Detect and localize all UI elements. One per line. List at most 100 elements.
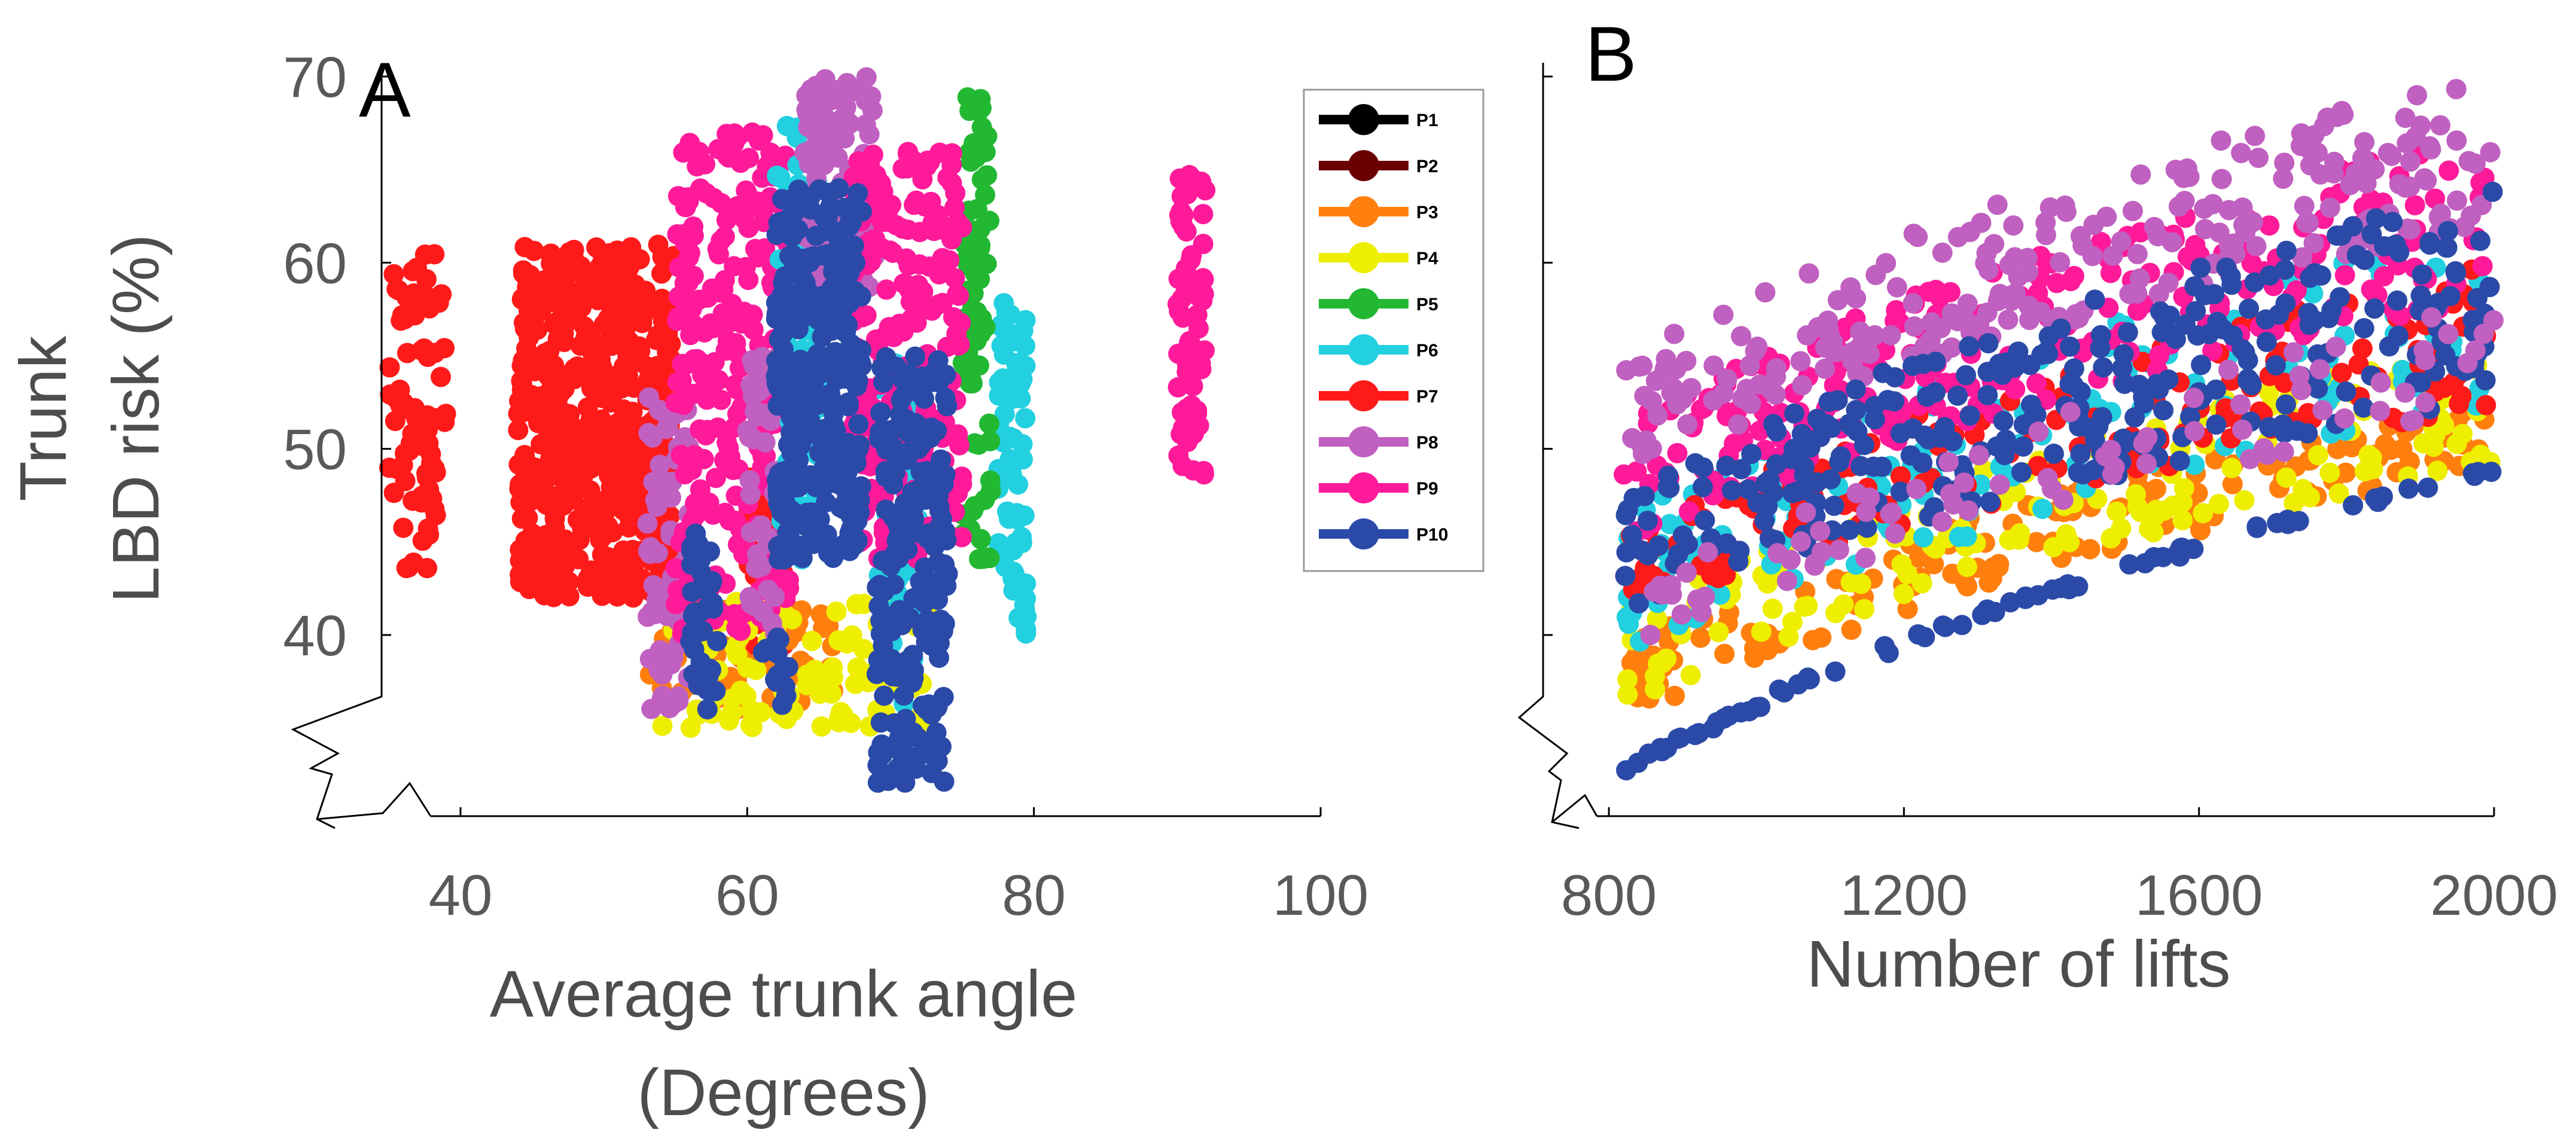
panel-b-point-p10 bbox=[1839, 520, 1860, 541]
panel-b-point-p8 bbox=[2245, 126, 2266, 146]
panel-b-point-p4 bbox=[2143, 522, 2164, 543]
panel-a-point-p8 bbox=[653, 686, 673, 707]
panel-a-point-p10 bbox=[867, 772, 888, 793]
panel-b-point-p8 bbox=[1932, 242, 1953, 263]
panel-b-point-p7 bbox=[2331, 362, 2352, 383]
panel-a-y-tick-label: 40 bbox=[283, 604, 347, 668]
panel-a-point-p10 bbox=[782, 307, 803, 328]
panel-b-point-p8 bbox=[1717, 368, 1737, 389]
legend-marker-p8 bbox=[1348, 426, 1379, 457]
panel-b-point-p10 bbox=[2310, 265, 2331, 286]
panel-a-point-p4 bbox=[652, 715, 673, 736]
panel-b-point-p10 bbox=[2266, 355, 2286, 376]
panel-b-point-p8 bbox=[2184, 421, 2205, 442]
panel-a-point-p9 bbox=[880, 240, 900, 261]
panel-b-point-p10 bbox=[1959, 336, 1980, 357]
panel-b-point-p8 bbox=[1629, 356, 1650, 377]
panel-a-point-p5 bbox=[963, 500, 984, 521]
panel-b-point-p10 bbox=[2353, 397, 2374, 418]
panel-b-point-p10 bbox=[1794, 465, 1815, 486]
panel-b-point-p8 bbox=[2290, 135, 2311, 156]
panel-b-point-p10 bbox=[1615, 505, 1636, 526]
panel-a-point-p10 bbox=[792, 540, 813, 561]
panel-a-point-p7 bbox=[543, 587, 564, 607]
panel-b-point-p4 bbox=[2208, 493, 2229, 514]
legend-items: P1 P2 P3 P4 P5 P6 P7 P8 P9 P10 bbox=[1319, 104, 1448, 549]
panel-b-point-p8 bbox=[1645, 371, 1666, 391]
panel-b-point-p8 bbox=[2438, 323, 2459, 344]
panel-b-point-p3 bbox=[1841, 619, 1862, 640]
panel-a-point-p10 bbox=[867, 755, 888, 775]
panel-a-ylabel-line1: Trunk bbox=[7, 335, 80, 501]
panel-a-point-p7 bbox=[615, 550, 636, 571]
panel-b-point-p4 bbox=[1854, 599, 1874, 619]
panel-b-point-p8 bbox=[1859, 487, 1880, 508]
panel-a-point-p6 bbox=[996, 302, 1017, 323]
panel-b-point-p10 bbox=[2133, 387, 2154, 407]
panel-a-point-p4 bbox=[782, 609, 803, 630]
panel-a-point-p10 bbox=[927, 696, 948, 717]
panel-a-y-tick-label: 70 bbox=[283, 45, 347, 109]
panel-a-point-p7 bbox=[592, 356, 612, 377]
panel-a-point-p6 bbox=[1015, 589, 1036, 610]
panel-a-point-p7 bbox=[608, 297, 629, 317]
panel-b-point-p8 bbox=[2230, 394, 2251, 415]
panel-a-point-p8 bbox=[806, 75, 827, 96]
legend-marker-p1 bbox=[1348, 104, 1379, 135]
panel-a-point-p10 bbox=[694, 573, 715, 594]
panel-a-point-p9 bbox=[669, 257, 690, 278]
panel-b-point-p10 bbox=[2467, 288, 2488, 309]
panel-b-point-p8 bbox=[2414, 168, 2435, 189]
panel-b-point-p3 bbox=[1626, 646, 1646, 667]
panel-b-point-p8 bbox=[1932, 511, 1953, 532]
panel-b-point-p10 bbox=[1996, 437, 2017, 458]
panel-a-point-p9 bbox=[865, 329, 886, 350]
panel-a-point-p6 bbox=[1007, 503, 1028, 524]
panel-a-point-p5 bbox=[979, 413, 999, 434]
panel-b-point-p10 bbox=[2153, 306, 2174, 327]
panel-a-point-p7 bbox=[511, 371, 532, 392]
panel-a-point-p9 bbox=[898, 142, 919, 163]
panel-a-point-p10 bbox=[830, 296, 850, 317]
panel-b-point-p10 bbox=[1706, 712, 1727, 732]
panel-a-point-p10 bbox=[685, 523, 706, 544]
panel-b-point-p8 bbox=[2211, 169, 2232, 190]
panel-a-point-p10 bbox=[693, 621, 714, 642]
panel-b-point-p10 bbox=[2276, 512, 2297, 533]
panel-b-point-p10 bbox=[1929, 428, 1950, 448]
panel-a-point-p10 bbox=[894, 493, 915, 514]
panel-b-point-p8 bbox=[1728, 414, 1749, 435]
panel-b-point-p8 bbox=[2294, 196, 2315, 216]
panel-a-point-p7 bbox=[657, 341, 678, 362]
panel-b-x-tick-label: 2000 bbox=[2430, 863, 2558, 927]
panel-a-point-p7 bbox=[417, 558, 438, 579]
panel-b-point-p8 bbox=[2257, 444, 2278, 465]
panel-a-point-p7 bbox=[593, 557, 614, 578]
panel-a-point-p8 bbox=[642, 427, 663, 448]
panel-a-point-p10 bbox=[820, 383, 841, 404]
panel-a-point-p10 bbox=[813, 478, 834, 498]
panel-a-point-p5 bbox=[964, 433, 985, 454]
panel-a-point-p8 bbox=[647, 496, 667, 517]
panel-b-letter: B bbox=[1585, 10, 1637, 97]
panel-a-point-p7 bbox=[406, 408, 426, 429]
panel-a-point-p10 bbox=[783, 245, 804, 265]
panel-b-point-p8 bbox=[1999, 255, 2020, 275]
panel-a-point-p9 bbox=[943, 307, 964, 328]
panel-b-point-p8 bbox=[2218, 359, 2239, 380]
panel-a-point-p10 bbox=[903, 645, 923, 665]
panel-a-point-p8 bbox=[668, 691, 689, 712]
panel-a-point-p10 bbox=[772, 694, 792, 715]
panel-a-point-p7 bbox=[533, 281, 554, 302]
legend-label-p6: P6 bbox=[1416, 341, 1438, 361]
legend-marker-p5 bbox=[1348, 288, 1379, 319]
panel-b-point-p8 bbox=[1790, 531, 1811, 552]
panel-a-y-ticks: 40 50 60 70 bbox=[283, 45, 391, 668]
panel-a-point-p9 bbox=[725, 374, 746, 395]
panel-a-point-p9 bbox=[1176, 398, 1197, 419]
panel-a-point-p6 bbox=[1013, 449, 1033, 470]
panel-b-point-p4 bbox=[1797, 596, 1818, 616]
panel-b-point-p10 bbox=[1763, 414, 1784, 435]
panel-b-x-tick-label: 1200 bbox=[1840, 863, 1968, 927]
panel-b-point-p8 bbox=[1634, 386, 1655, 407]
